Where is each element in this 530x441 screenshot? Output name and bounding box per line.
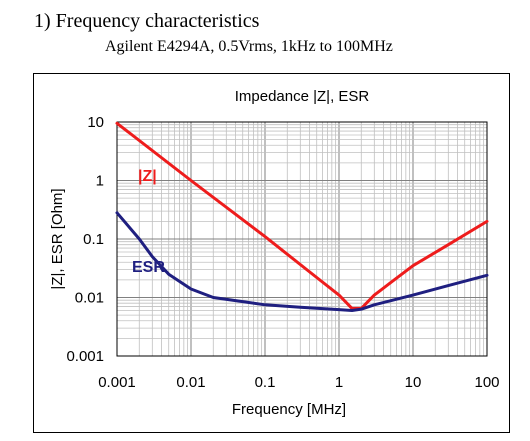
chart-frame xyxy=(33,73,510,433)
chart-title: Impedance |Z|, ESR xyxy=(235,88,370,105)
x-tick-label: 1 xyxy=(335,374,343,391)
series-label-z: |Z| xyxy=(138,168,157,185)
tick-labels: 0.001 0.01 0.1 1 10 100 10 1 0.1 0.01 0.001 xyxy=(66,114,499,391)
y-tick-label: 0.01 xyxy=(75,290,104,307)
x-tick-label: 0.001 xyxy=(98,374,136,391)
series-label-esr: ESR xyxy=(132,259,165,276)
x-tick-label: 0.01 xyxy=(176,374,205,391)
x-tick-label: 100 xyxy=(474,374,499,391)
series-line-z xyxy=(115,121,489,310)
y-tick-label: 0.1 xyxy=(83,231,104,248)
section-heading: 1) Frequency characteristics xyxy=(34,10,260,32)
y-tick-label: 0.001 xyxy=(66,348,104,365)
x-tick-label: 0.1 xyxy=(255,374,276,391)
series-line-esr xyxy=(115,211,489,312)
series-lines xyxy=(115,121,489,312)
y-tick-label: 1 xyxy=(96,173,104,190)
x-axis-title: Frequency [MHz] xyxy=(232,401,346,418)
measurement-subtitle: Agilent E4294A, 0.5Vrms, 1kHz to 100MHz xyxy=(105,38,393,55)
x-tick-label: 10 xyxy=(405,374,422,391)
chart-grid xyxy=(116,122,487,357)
y-tick-label: 10 xyxy=(87,114,104,131)
y-axis-title: |Z|, ESR [Ohm] xyxy=(49,188,66,289)
plot-area-border xyxy=(116,121,488,357)
